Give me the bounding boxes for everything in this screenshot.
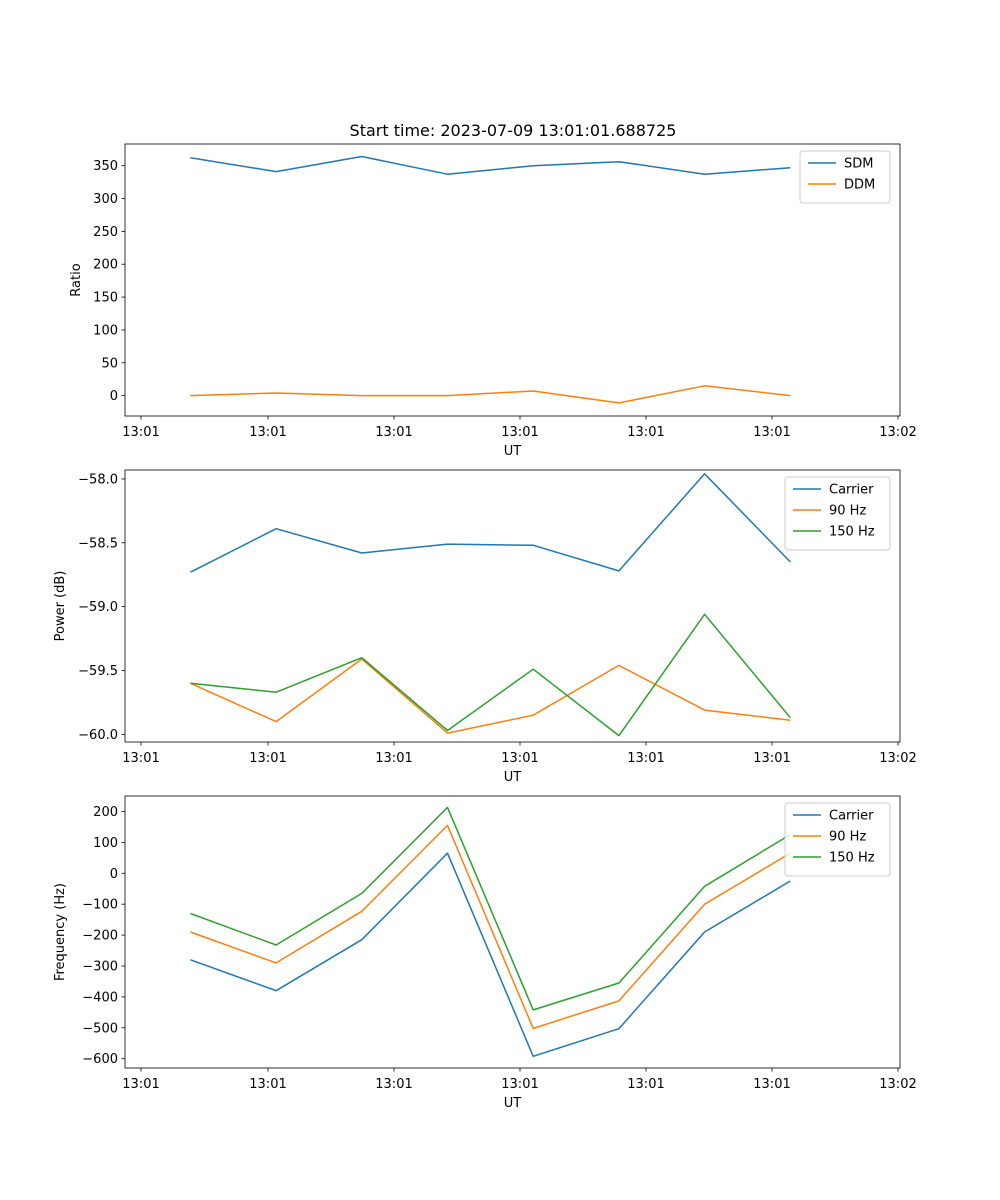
x-tick-label: 13:01 [627,1077,664,1092]
y-tick-label: −59.0 [78,600,118,615]
x-tick-label: 13:01 [249,1077,286,1092]
subplots: 0 50 100 150 200 250 300 350 13:01 13:01 13:01 13:0… [53,143,917,1111]
y-tick-label: 0 [110,389,118,404]
series-line-ddm [190,385,791,404]
y-tick-label: 250 [93,225,118,240]
legend-box [799,150,891,204]
x-tick-label: 13:01 [753,1077,790,1092]
y-tick-label: 150 [93,291,118,306]
x-axis-label: UT [504,444,522,459]
y-tick-label: −100 [82,898,118,913]
legend-label: Carrier [829,483,874,498]
y-tick-label: 200 [93,805,118,820]
legend-label: SDM [844,157,873,172]
chart-title: Start time: 2023-07-09 13:01:01.688725 [350,121,677,140]
y-tick-label: −59.5 [78,664,118,679]
y-axis-label: Ratio [69,263,84,296]
series-line-sdm [190,155,791,175]
legend: Carrier 90 Hz 150 Hz [784,476,891,551]
y-tick-label: 0 [110,867,118,882]
x-tick-label: 13:01 [501,1077,538,1092]
legend: SDM DDM [799,150,891,204]
x-tick-label: 13:01 [753,425,790,440]
x-tick-label: 13:01 [375,425,412,440]
y-tick-label: 50 [101,356,118,371]
y-tick-label: 200 [93,258,118,273]
plot-frame [124,469,901,743]
legend-label: Carrier [829,809,874,824]
y-tick-label: 100 [93,836,118,851]
y-tick-label: −400 [82,990,118,1005]
y-tick-label: 300 [93,192,118,207]
x-tick-label: 13:01 [627,751,664,766]
x-tick-label: 13:01 [375,1077,412,1092]
series-line-150-hz [190,613,791,737]
x-tick-label: 13:01 [501,751,538,766]
legend-label: 150 Hz [829,851,875,866]
x-tick-label: 13:01 [375,751,412,766]
x-tick-label: 13:01 [753,751,790,766]
legend-label: 90 Hz [829,830,866,845]
y-axis-label: Power (dB) [53,571,68,642]
y-tick-label: −58.0 [78,472,118,487]
x-axis-label: UT [504,1096,522,1111]
subplot-frequency: −600 −500 −400 −300 −200 −100 0 100 200 13:01 13:0… [53,795,917,1111]
y-tick-label: −500 [82,1021,118,1036]
x-tick-label: 13:01 [122,751,159,766]
plot-frame [124,143,901,417]
x-tick-label: 13:01 [627,425,664,440]
legend-label: 90 Hz [829,504,866,519]
y-tick-label: −200 [82,929,118,944]
x-tick-label: 13:01 [501,425,538,440]
y-axis-label: Frequency (Hz) [53,883,68,981]
y-tick-label: 100 [93,323,118,338]
plot-frame [124,795,901,1069]
y-tick-label: −58.5 [78,536,118,551]
subplot-ratio: 0 50 100 150 200 250 300 350 13:01 13:01 13:01 13:0… [69,143,917,459]
x-tick-label: 13:01 [249,425,286,440]
legend-label: 150 Hz [829,525,875,540]
series-line-carrier [190,852,791,1058]
x-tick-label: 13:01 [122,1077,159,1092]
legend: Carrier 90 Hz 150 Hz [784,802,891,877]
series-line-90-hz [190,824,791,1030]
y-tick-label: −300 [82,960,118,975]
series-line-carrier [190,473,791,573]
x-tick-label: 13:01 [249,751,286,766]
x-axis-label: UT [504,770,522,785]
y-tick-label: −600 [82,1052,118,1067]
x-tick-label: 13:02 [879,425,916,440]
legend-label: DDM [844,178,875,193]
y-tick-label: −60.0 [78,728,118,743]
x-tick-label: 13:01 [122,425,159,440]
series-line-90-hz [190,658,791,734]
x-tick-label: 13:02 [879,751,916,766]
series-line-150-hz [190,806,791,1011]
subplot-power: −60.0 −59.5 −59.0 −58.5 −58.0 13:01 13:01 13:01… [53,469,917,785]
y-tick-label: 350 [93,159,118,174]
x-tick-label: 13:02 [879,1077,916,1092]
